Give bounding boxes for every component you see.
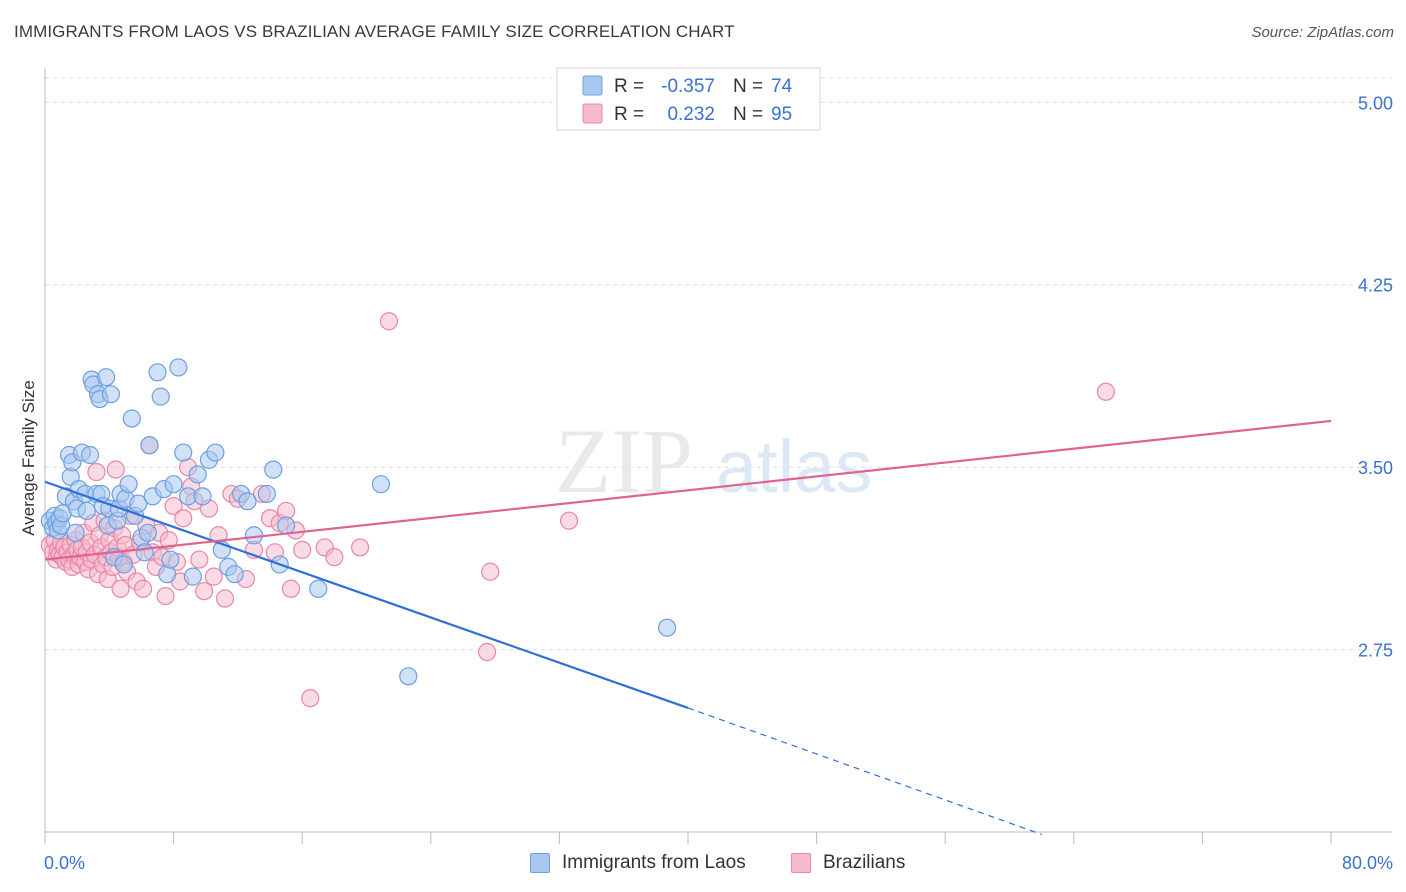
brazilians-point	[1096, 382, 1116, 401]
legend-swatch-brazilians	[582, 103, 603, 124]
brazilians-point	[477, 642, 497, 662]
legend-swatch-laos	[582, 75, 603, 96]
laos-point	[169, 358, 188, 377]
chart-title: IMMIGRANTS FROM LAOS VS BRAZILIAN AVERAG…	[14, 22, 735, 41]
legend-n-label: N =	[733, 76, 763, 97]
y-tick-label: 5.00	[1358, 93, 1393, 113]
brazilians-point	[559, 511, 579, 530]
laos-trend-extension	[687, 707, 1042, 835]
x-tick-label: 80.0%	[1342, 853, 1393, 873]
laos-point	[138, 523, 157, 542]
brazilians-point	[159, 531, 178, 550]
brazilians-point	[281, 579, 301, 598]
watermark-zip: ZIP	[555, 410, 693, 512]
laos-point	[164, 475, 183, 494]
laos-point	[264, 460, 283, 479]
laos-point	[151, 387, 170, 406]
laos-point	[244, 526, 264, 545]
laos-point	[129, 494, 148, 513]
legend-item-brazilians[interactable]: Brazilians	[791, 852, 905, 874]
laos-point	[96, 368, 116, 387]
source-label: Source: ZipAtlas.com	[1251, 24, 1394, 41]
brazilians-point	[164, 496, 183, 516]
brazilians-point	[204, 567, 223, 586]
laos-point	[277, 516, 296, 535]
x-tick-label: 0.0%	[44, 853, 85, 873]
brazilians-point	[87, 462, 106, 482]
brazilians-point	[195, 582, 214, 601]
laos-point	[174, 443, 193, 462]
laos-point	[257, 484, 276, 504]
laos-point	[399, 667, 418, 686]
laos-point	[101, 385, 121, 404]
brazilians-point	[111, 579, 130, 598]
top-legend: R = -0.357 N = 74 R = 0.232 N = 95	[556, 67, 821, 131]
legend-r-value: 0.232	[667, 104, 715, 125]
legend-item-laos[interactable]: Immigrants from Laos	[530, 852, 746, 874]
laos-point	[66, 523, 85, 542]
trend-lines	[44, 419, 1332, 835]
brazilians-point	[293, 540, 312, 559]
laos-point	[161, 550, 180, 569]
brazilians-point	[156, 586, 175, 606]
grid-layer	[45, 77, 1392, 651]
brazilians-point	[350, 538, 370, 557]
laos-point	[371, 475, 391, 494]
legend-label-laos: Immigrants from Laos	[562, 852, 746, 873]
laos-point	[114, 555, 133, 574]
legend-r-label: R =	[614, 76, 644, 97]
brazilians-point	[215, 589, 235, 608]
laos-point	[238, 492, 257, 511]
brazilians-point	[379, 312, 399, 331]
brazilians-trend-line	[44, 419, 1332, 561]
watermark: ZIP atlas	[555, 410, 872, 512]
brazilians-point	[190, 550, 209, 569]
legend-swatch-laos	[530, 853, 550, 873]
bottom-legend: Immigrants from Laos Brazilians	[0, 852, 1406, 878]
laos-point	[119, 475, 138, 494]
legend-swatch-brazilians	[791, 853, 811, 873]
brazilians-point	[325, 548, 344, 567]
laos-point	[188, 465, 207, 484]
y-tick-label: 4.25	[1358, 276, 1393, 296]
laos-point	[225, 565, 244, 584]
laos-point	[206, 443, 225, 462]
legend-n-value: 95	[771, 104, 792, 125]
laos-trend-line	[44, 480, 689, 709]
laos-point	[80, 445, 100, 465]
laos-point	[183, 567, 202, 586]
brazilians-point	[301, 689, 320, 708]
laos-point	[140, 436, 159, 455]
y-tick-label: 3.50	[1358, 458, 1393, 478]
laos-point	[193, 487, 212, 506]
legend-r-value: -0.357	[661, 76, 715, 97]
legend-n-label: N =	[733, 104, 763, 125]
watermark-atlas: atlas	[716, 425, 872, 508]
laos-point	[122, 409, 141, 428]
brazilians-point	[174, 509, 193, 528]
legend-label-brazilians: Brazilians	[823, 852, 906, 873]
y-axis-label: Average Family Size	[19, 380, 38, 536]
y-tick-label: 2.75	[1358, 641, 1393, 661]
brazilians-point	[481, 562, 500, 581]
laos-point	[148, 363, 167, 382]
legend-n-value: 74	[771, 76, 793, 97]
brazilians-point	[106, 460, 125, 479]
laos-point	[77, 501, 96, 521]
laos-points	[40, 358, 677, 686]
laos-point	[658, 618, 677, 637]
laos-point	[135, 543, 154, 562]
axis-layer: 2.75 3.50 4.25 5.00 0.0% 80.0%	[44, 68, 1393, 873]
legend-r-label: R =	[614, 104, 644, 125]
brazilians-point	[133, 579, 153, 598]
laos-point	[309, 579, 328, 598]
